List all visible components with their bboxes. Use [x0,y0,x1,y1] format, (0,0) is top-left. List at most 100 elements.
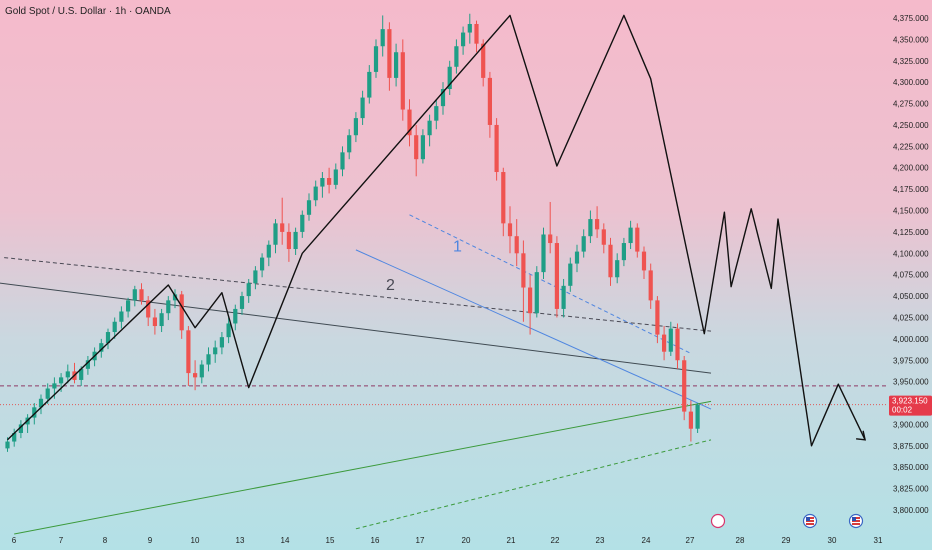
candle-body [367,71,372,98]
us-flag-icon [848,513,864,529]
trendline[interactable] [355,249,712,410]
trendline[interactable] [4,257,712,332]
candle [219,332,224,355]
time-tick-label: 30 [828,536,837,545]
candle [380,15,385,57]
candle-body [574,251,580,264]
candle [588,210,593,244]
price-tick-label: 3,975.000 [893,356,929,365]
candle [407,99,412,147]
candle-body [333,169,338,185]
candle-body [300,214,305,232]
candle [260,253,265,278]
flag-canton [852,517,856,521]
candle-body [226,323,231,338]
candle-body [615,260,620,278]
candle [548,201,553,254]
trendline[interactable] [409,214,692,354]
wave-drawing[interactable] [7,14,866,447]
candles [5,13,700,452]
time-axis[interactable]: 6 7 8 9 10 13 14 15 16 17 20 21 22 23 24 27 28 29 30 31 [12,536,883,545]
candle [648,263,653,309]
candle [581,229,586,258]
candle-body [595,219,600,230]
price-tick-label: 4,225.000 [893,142,929,151]
candle [507,206,513,254]
candle-body [327,178,332,185]
candle [132,285,137,307]
candle [662,326,667,361]
candle [353,112,358,143]
candle-body [514,236,519,254]
time-tick-label: 13 [236,536,245,545]
trendlines[interactable] [0,214,712,535]
candle [313,180,318,207]
candle-body [447,66,452,90]
candle [119,306,124,329]
trendline[interactable] [0,282,712,374]
candle-body [675,328,680,361]
candle [514,219,519,267]
candle-body [541,234,546,273]
candle-body [213,347,218,355]
candle [420,129,425,164]
candle [367,65,372,104]
price-tick-label: 4,300.000 [893,78,929,87]
trendline[interactable] [14,400,712,535]
candle [273,219,278,254]
time-tick-label: 15 [326,536,335,545]
candle-body [454,46,459,67]
candle-body [554,243,559,309]
flag-canton [806,517,810,521]
candle [327,167,332,194]
candle-body [65,371,70,378]
candle [199,360,204,384]
time-tick-label: 17 [416,536,425,545]
price-tag-countdown: 00:02 [892,406,913,415]
wave-path[interactable] [7,14,866,447]
price-tick-label: 4,125.000 [893,228,929,237]
candle-body [360,97,365,119]
candle-body [45,388,50,399]
candle-body [52,383,57,389]
candle [474,20,479,53]
candle [373,39,379,78]
candle-body [146,300,151,318]
candle-body [266,244,271,258]
candle [306,193,312,221]
candle-body [293,231,298,250]
candle [226,317,231,344]
price-tick-label: 4,175.000 [893,185,929,194]
candle [239,291,245,315]
candle-body [99,343,104,352]
price-tick-label: 4,350.000 [893,35,929,44]
candle-body [440,89,446,107]
candle [541,227,546,279]
chart-title: Gold Spot / U.S. Dollar · 1h · OANDA [5,6,171,17]
candle [414,124,419,177]
time-tick-label: 21 [507,536,516,545]
candle-body [159,313,164,327]
candle-body [119,311,124,322]
candle [99,338,104,358]
candle-body [38,398,44,408]
price-tick-label: 4,100.000 [893,249,929,258]
candle-body [239,296,245,309]
candle [434,99,439,130]
candle [467,13,472,44]
candle [641,246,647,279]
annotation-label: 2 [386,277,395,294]
candle [300,210,305,238]
trendline[interactable] [355,439,712,530]
price-axis[interactable]: 3,800.000 3,825.000 3,850.000 3,875.000 3,90… [893,14,929,515]
time-tick-label: 8 [103,536,108,545]
candle [427,114,432,147]
candle [528,274,533,335]
candle-body [199,364,204,378]
candle-body [139,289,144,301]
candle [394,43,399,87]
time-tick-label: 9 [148,536,153,545]
